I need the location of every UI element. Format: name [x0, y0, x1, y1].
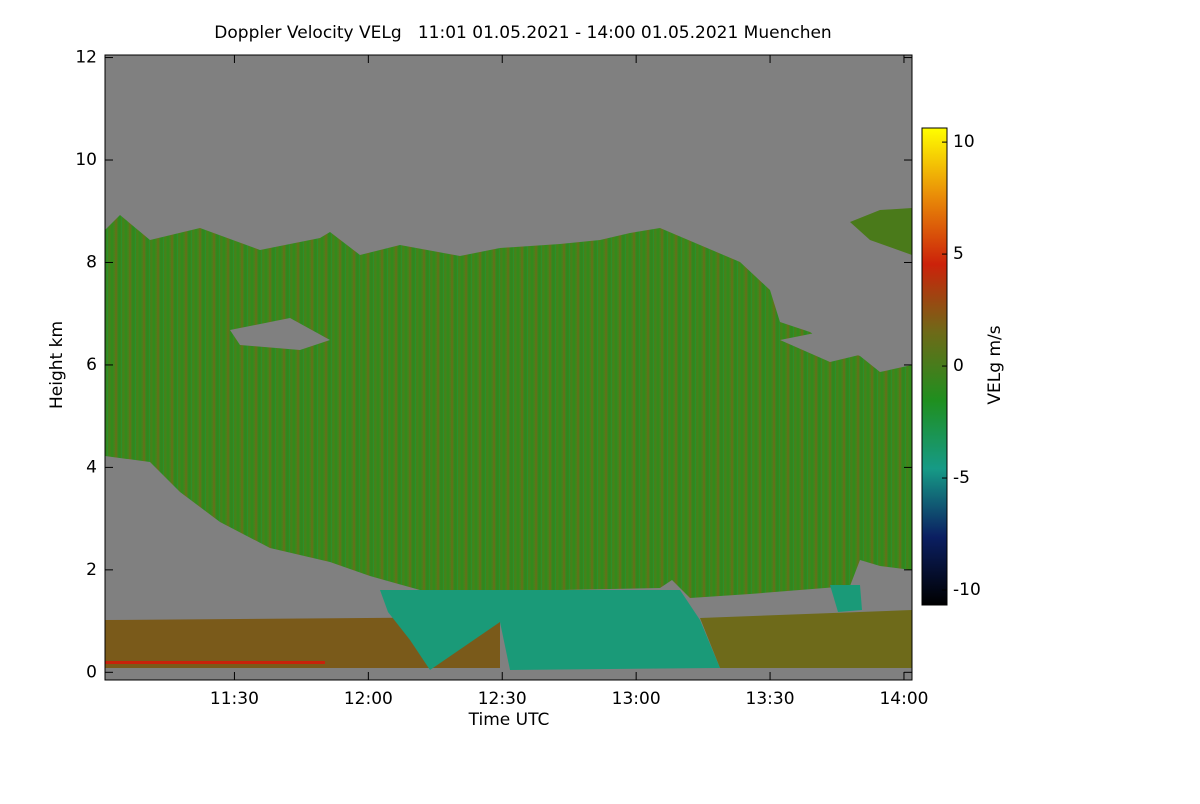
colorbar-tick-label: 10	[953, 132, 975, 152]
x-axis-label: Time UTC	[468, 710, 550, 730]
y-tick-label: 6	[86, 355, 97, 375]
colorbar-tick-label: -5	[953, 468, 970, 488]
x-tick-label: 14:00	[879, 689, 928, 709]
x-tick-label: 12:30	[478, 689, 527, 709]
precipitation-region	[380, 590, 720, 670]
surface-echo	[105, 661, 325, 664]
precipitation-region	[830, 585, 862, 612]
y-tick-label: 4	[86, 457, 97, 477]
boundary-layer	[700, 610, 912, 668]
boundary-layer	[105, 617, 500, 668]
x-tick-label: 11:30	[210, 689, 259, 709]
colorbar-tick-label: 0	[953, 356, 964, 376]
colorbar-tick-label: 5	[953, 244, 964, 264]
clear-gap	[780, 330, 880, 362]
colorbar-tick-label: -10	[953, 580, 981, 600]
x-tick-label: 12:00	[344, 689, 393, 709]
x-tick-label: 13:00	[612, 689, 661, 709]
clear-gap	[230, 318, 330, 350]
y-axis-label: Height km	[47, 321, 67, 409]
cloud-region	[105, 215, 912, 598]
chart-title: Doppler Velocity VELg 11:01 01.05.2021 -…	[214, 23, 831, 43]
colorbar-label: VELg m/s	[985, 325, 1005, 404]
y-tick-label: 12	[75, 48, 97, 68]
y-tick-label: 8	[86, 252, 97, 272]
y-tick-label: 2	[86, 560, 97, 580]
y-tick-label: 10	[75, 150, 97, 170]
velocity-field	[105, 208, 912, 670]
x-tick-label: 13:30	[746, 689, 795, 709]
plot-frame	[104, 54, 913, 681]
cloud-patch	[850, 208, 912, 255]
y-tick-label: 0	[86, 662, 97, 682]
axes: 0 2 4 6 8 10 12 11:30 12:00 12:30 13:00 13:30 14:00 -…	[75, 48, 980, 709]
